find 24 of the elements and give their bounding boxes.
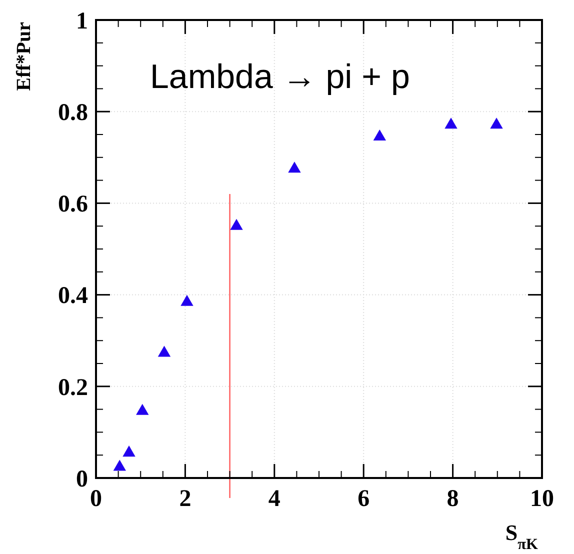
point <box>288 162 301 173</box>
point <box>373 130 386 141</box>
point <box>113 460 126 471</box>
y-tick-label: 0.8 <box>58 100 88 126</box>
x-tick-label: 8 <box>446 486 459 512</box>
y-tick-label: 1 <box>76 8 88 34</box>
x-tick-label: 6 <box>358 486 370 512</box>
point <box>122 446 136 457</box>
annotation: Lambda → pi + p <box>150 58 410 96</box>
point <box>230 218 243 230</box>
point <box>158 346 171 357</box>
y-tick-label: 0 <box>76 466 88 492</box>
y-tick-label: 0.4 <box>58 283 88 310</box>
point <box>180 294 194 306</box>
x-tick-label: 2 <box>179 486 192 512</box>
y-tick-label: 0.2 <box>58 374 88 401</box>
x-axis-title: S$_{πK}$ <box>505 520 538 552</box>
y-axis-title: Eff*Pur <box>13 22 35 91</box>
x-tick-label: 10 <box>530 486 554 512</box>
point <box>444 118 458 129</box>
y-tick-label: 0.6 <box>58 192 88 218</box>
x-tick-label: 4 <box>268 486 280 512</box>
point <box>490 118 503 129</box>
point <box>136 404 149 415</box>
